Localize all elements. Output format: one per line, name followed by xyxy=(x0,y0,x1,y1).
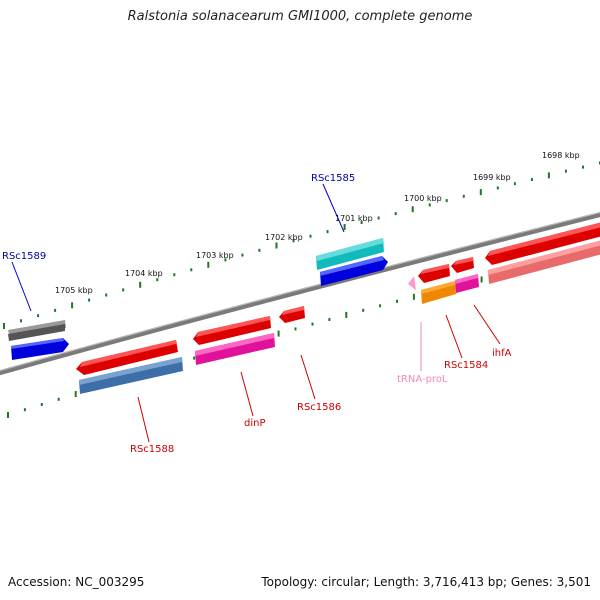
topology-text: Topology: circular; Length: 3,716,413 bp… xyxy=(261,575,591,589)
feature-ihfa-red[interactable] xyxy=(485,220,600,265)
scale-label-1702: 1702 kbp xyxy=(265,233,303,242)
feature-ihfa[interactable] xyxy=(488,238,600,284)
scale-tick xyxy=(530,178,533,181)
gene-label-rsc1584[interactable]: RSc1584 xyxy=(444,360,488,371)
feature-rsc1589[interactable] xyxy=(11,338,69,360)
scale-tick xyxy=(496,186,499,190)
leader-ihfa xyxy=(473,304,501,345)
scale-tick xyxy=(74,391,77,397)
scale-tick xyxy=(139,281,142,288)
feature-dinp[interactable] xyxy=(195,333,275,365)
scale-tick xyxy=(224,258,227,262)
leader-rsc1585 xyxy=(322,183,345,233)
gene-label-rsc1588[interactable]: RSc1588 xyxy=(130,444,174,455)
scale-tick xyxy=(193,356,196,360)
feature-red-1700-a[interactable] xyxy=(418,264,450,283)
upper-scale-track xyxy=(3,161,600,329)
scale-label-1703: 1703 kbp xyxy=(196,251,234,260)
scale-tick xyxy=(445,199,448,203)
scale-tick xyxy=(207,261,210,268)
scale-tick xyxy=(513,182,516,186)
scale-tick xyxy=(275,242,278,249)
map-title: Ralstonia solanacearum GMI1000, complete… xyxy=(127,9,473,24)
gene-label-rsc1586[interactable]: RSc1586 xyxy=(297,402,341,413)
gene-label-rsc1589[interactable]: RSc1589 xyxy=(2,251,46,262)
feature-trna-prol[interactable] xyxy=(408,276,416,290)
scale-label-1701: 1701 kbp xyxy=(335,214,373,223)
feature-rsc1588-red[interactable] xyxy=(76,340,178,375)
scale-tick xyxy=(582,165,584,169)
scale-tick xyxy=(479,189,482,196)
scale-tick xyxy=(37,314,40,318)
gene-label-dinp[interactable]: dinP xyxy=(244,418,266,429)
feature-red-1700-b[interactable] xyxy=(451,257,474,273)
scale-tick xyxy=(360,221,363,224)
scale-tick xyxy=(277,330,280,337)
leader-rsc1589 xyxy=(11,261,32,312)
leader-rsc1588 xyxy=(137,396,150,443)
scale-tick xyxy=(173,273,176,277)
scale-tick xyxy=(7,412,9,418)
scale-tick xyxy=(411,206,414,213)
scale-tick xyxy=(377,216,380,220)
scale-tick xyxy=(362,308,365,312)
scale-tick xyxy=(379,304,382,308)
scale-tick xyxy=(394,212,397,216)
feature-rsc1586[interactable] xyxy=(279,306,305,323)
scale-tick xyxy=(294,327,297,331)
scale-tick xyxy=(480,276,483,283)
genome-backbone-highlight xyxy=(0,211,600,372)
scale-tick xyxy=(343,224,346,230)
feature-orange[interactable] xyxy=(421,281,456,304)
scale-tick xyxy=(309,234,312,238)
scale-tick xyxy=(54,308,57,312)
feature-rsc1584[interactable] xyxy=(455,274,479,293)
scale-tick xyxy=(122,288,125,292)
scale-tick xyxy=(156,278,159,282)
leader-dinp xyxy=(240,371,254,417)
leader-rsc1586 xyxy=(300,354,316,400)
scale-tick xyxy=(71,302,74,309)
gene-label-ihfa[interactable]: ihfA xyxy=(492,348,512,359)
scale-tick xyxy=(428,203,431,207)
scale-tick xyxy=(3,323,5,329)
gene-label-trna-prol[interactable]: tRNA-proL xyxy=(397,374,448,385)
scale-tick xyxy=(105,293,108,297)
feature-rsc1588[interactable] xyxy=(79,357,183,394)
scale-tick xyxy=(345,311,348,318)
leader-rsc1584 xyxy=(445,314,463,359)
genome-backbone xyxy=(0,211,600,376)
scale-tick xyxy=(564,169,567,173)
scale-tick xyxy=(326,230,329,234)
feature-rsc1585-cyan[interactable] xyxy=(316,238,384,270)
scale-tick xyxy=(547,172,550,179)
scale-tick xyxy=(57,397,60,401)
scale-tick xyxy=(396,299,398,303)
accession-text: Accession: NC_003295 xyxy=(8,575,145,589)
scale-tick xyxy=(23,408,26,412)
scale-tick xyxy=(292,239,295,243)
scale-tick xyxy=(412,293,415,300)
scale-tick xyxy=(20,319,22,323)
feature-rsc1585[interactable] xyxy=(320,256,388,286)
scale-tick xyxy=(311,322,314,326)
scale-tick xyxy=(190,268,193,272)
scale-tick xyxy=(328,318,331,321)
feature-dinp-red[interactable] xyxy=(193,316,271,345)
scale-label-1699: 1699 kbp xyxy=(473,173,511,182)
scale-tick xyxy=(258,248,261,252)
scale-tick xyxy=(40,403,43,406)
scale-label-1704: 1704 kbp xyxy=(125,269,163,278)
scale-label-1705: 1705 kbp xyxy=(55,286,93,295)
scale-label-1700: 1700 kbp xyxy=(404,194,442,203)
scale-tick xyxy=(241,253,244,257)
scale-label-1698: 1698 kbp xyxy=(542,151,580,160)
gene-label-rsc1585[interactable]: RSc1585 xyxy=(311,173,355,184)
feature-gray-upper[interactable] xyxy=(8,320,66,341)
scale-tick xyxy=(88,298,91,302)
scale-tick xyxy=(462,194,465,198)
